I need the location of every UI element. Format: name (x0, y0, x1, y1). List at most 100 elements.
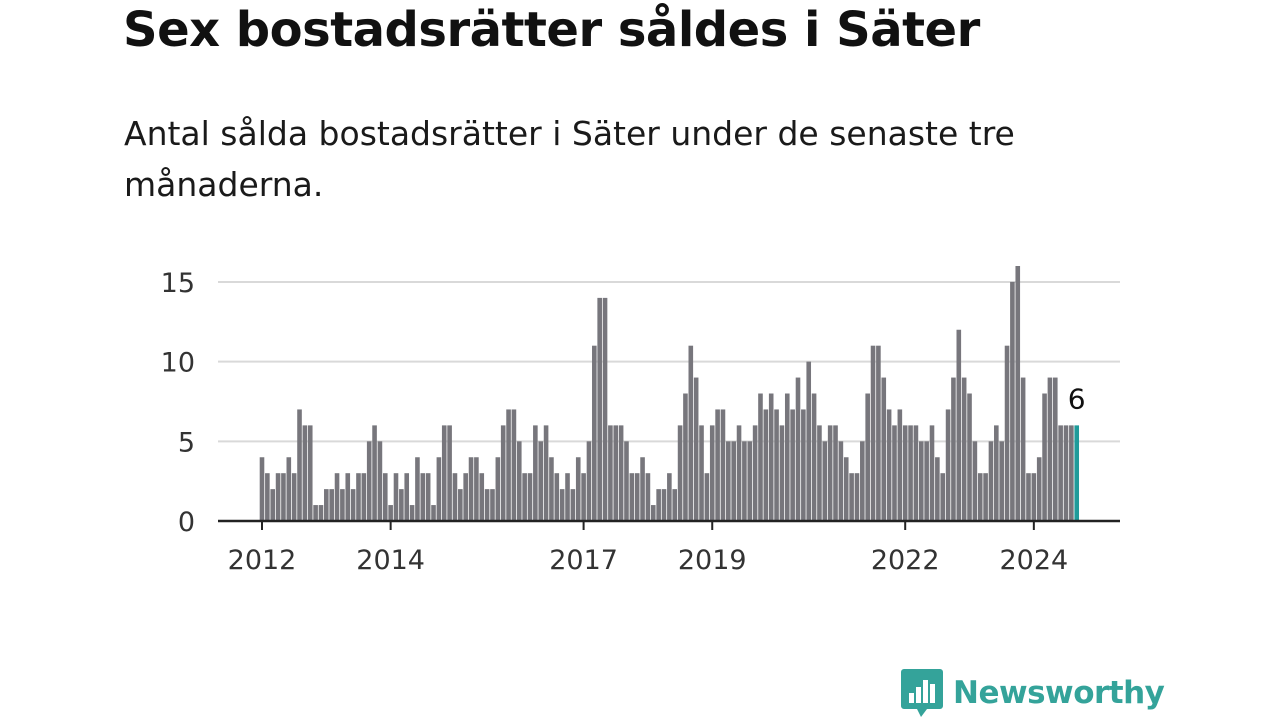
bar (608, 425, 613, 522)
bar (420, 473, 426, 521)
bar (902, 425, 908, 522)
bar (324, 489, 329, 522)
bar (533, 425, 538, 522)
bar (1015, 266, 1021, 521)
y-tick-label: 5 (178, 427, 195, 458)
bar (838, 441, 844, 521)
bar (720, 409, 726, 521)
bar (913, 425, 919, 522)
bar (704, 473, 710, 521)
bar (795, 377, 801, 521)
latest-value-label: 6 (1068, 382, 1086, 415)
bar (388, 505, 393, 521)
y-axis-labels: 0 5 10 15 (161, 268, 195, 538)
bar (801, 409, 806, 521)
x-axis (218, 519, 1120, 530)
bar (1058, 425, 1063, 522)
bar (1052, 377, 1058, 521)
bar (763, 409, 769, 521)
bar (361, 473, 367, 521)
bar (436, 457, 442, 521)
bar (790, 409, 795, 521)
bar (768, 393, 774, 521)
bar (554, 473, 560, 521)
bar (924, 441, 929, 521)
bar (399, 489, 404, 522)
bar (1020, 377, 1026, 521)
y-tick-label: 15 (161, 268, 195, 299)
bar (382, 473, 388, 521)
bar (570, 489, 576, 522)
bar (977, 473, 983, 521)
bar (779, 425, 785, 522)
bar (356, 473, 361, 521)
bar (302, 425, 308, 522)
y-tick-label: 10 (161, 348, 195, 379)
bar (747, 441, 753, 521)
bar (892, 425, 897, 522)
x-tick-label: 2012 (228, 545, 297, 576)
bar (1036, 457, 1042, 521)
bar (908, 425, 913, 522)
bar (307, 425, 313, 522)
bar (618, 425, 624, 522)
bar (784, 393, 790, 521)
bar (726, 441, 731, 521)
bar (972, 441, 978, 521)
bar (811, 393, 817, 521)
bar (634, 473, 640, 521)
bar (543, 425, 549, 522)
bar (999, 441, 1004, 521)
bar (329, 489, 334, 522)
bar (806, 361, 812, 522)
bar (640, 457, 645, 521)
bar (490, 489, 495, 522)
bar (522, 473, 527, 521)
bar (377, 441, 383, 521)
bar (988, 441, 994, 521)
x-tick-label: 2017 (549, 545, 618, 576)
bar (313, 505, 318, 521)
bars (259, 266, 1080, 522)
bar (843, 457, 849, 521)
bar (458, 489, 463, 522)
bar (500, 425, 506, 522)
x-tick-label: 2022 (871, 545, 940, 576)
bar-highlight (1074, 425, 1080, 522)
bar (452, 473, 458, 521)
newsworthy-logo-icon (901, 669, 943, 717)
bar (736, 425, 742, 522)
bar (758, 393, 763, 521)
bar (565, 473, 570, 521)
bar (372, 425, 377, 522)
bar (415, 457, 420, 521)
bar (865, 393, 870, 521)
x-tick-label: 2024 (999, 545, 1068, 576)
bar (822, 441, 828, 521)
bar (827, 425, 833, 522)
bar (463, 473, 468, 521)
annotations: 6 (1068, 382, 1086, 415)
bar (602, 297, 608, 522)
bar (281, 473, 286, 521)
bar (538, 441, 544, 521)
chart-subtitle: Antal sålda bostadsrätter i Säter under … (124, 114, 1015, 204)
bar (425, 473, 431, 521)
gridlines (218, 280, 1120, 443)
bar (881, 377, 887, 521)
bar (929, 425, 935, 522)
bar (474, 457, 479, 521)
bar (752, 425, 758, 522)
bar (495, 457, 501, 521)
bar (854, 473, 860, 521)
bar (1004, 345, 1010, 521)
bar (592, 345, 597, 521)
bar (624, 441, 629, 521)
newsworthy-logo: Newsworthy (901, 668, 1165, 718)
bar (1047, 377, 1053, 521)
y-tick-label: 0 (178, 507, 195, 538)
bar (575, 457, 581, 521)
chart-title: Sex bostadsrätter såldes i Säter (123, 2, 980, 58)
bar (297, 409, 302, 521)
